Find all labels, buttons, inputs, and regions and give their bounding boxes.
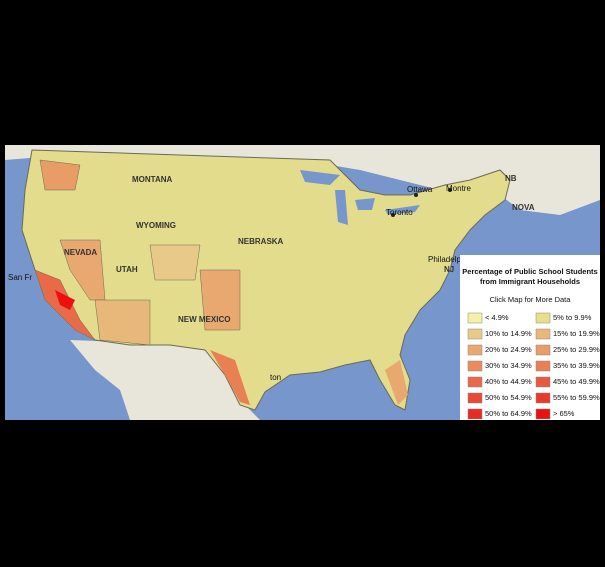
legend-swatch bbox=[535, 312, 551, 324]
legend-label: 25% to 29.9% bbox=[553, 345, 600, 354]
region-florida bbox=[385, 360, 408, 405]
map-label: Ottawa bbox=[407, 185, 433, 194]
legend-label: 15% to 19.9% bbox=[553, 329, 600, 338]
legend-swatch bbox=[535, 328, 551, 340]
map-label: NEBRASKA bbox=[238, 237, 284, 246]
legend-swatch bbox=[535, 392, 551, 404]
map-label: NB bbox=[505, 174, 517, 183]
legend-label: 40% to 44.9% bbox=[485, 377, 532, 386]
legend-swatch bbox=[467, 344, 483, 356]
map-label: NOVA bbox=[512, 203, 535, 212]
legend-swatch bbox=[535, 360, 551, 372]
map-label: Montre bbox=[446, 184, 471, 193]
legend-swatch bbox=[467, 376, 483, 388]
city-dot bbox=[448, 188, 452, 192]
legend-label: 30% to 34.9% bbox=[485, 361, 532, 370]
map-label: San Fr bbox=[8, 273, 32, 282]
region-arizona bbox=[94, 299, 151, 346]
legend-title: from Immigrant Households bbox=[480, 277, 580, 286]
map-label: NJ bbox=[444, 265, 454, 274]
map-label: UTAH bbox=[116, 265, 138, 274]
legend-swatch bbox=[535, 376, 551, 388]
legend-label: 5% to 9.9% bbox=[553, 313, 592, 322]
map-label: NEVADA bbox=[64, 248, 97, 257]
region-washington bbox=[39, 159, 81, 191]
great-lakes bbox=[300, 170, 420, 225]
map-label: Toronto bbox=[386, 208, 413, 217]
map-label: MONTANA bbox=[132, 175, 173, 184]
legend-label: < 4.9% bbox=[485, 313, 509, 322]
canada bbox=[5, 145, 600, 215]
legend-label: 10% to 14.9% bbox=[485, 329, 532, 338]
map-label: NEW MEXICO bbox=[178, 315, 230, 324]
legend-label: 50% to 54.9% bbox=[485, 393, 532, 402]
legend-swatch bbox=[535, 408, 551, 420]
legend-swatch bbox=[467, 392, 483, 404]
legend-label: 55% to 59.9% bbox=[553, 393, 600, 402]
map-label: WYOMING bbox=[136, 221, 176, 230]
region-texas-border bbox=[210, 350, 250, 405]
legend-subtitle[interactable]: Click Map for More Data bbox=[490, 295, 572, 304]
legend-swatch bbox=[535, 344, 551, 356]
legend: Percentage of Public School Students fro… bbox=[460, 255, 600, 420]
legend-swatch bbox=[467, 360, 483, 372]
legend-label: 20% to 24.9% bbox=[485, 345, 532, 354]
legend-box bbox=[460, 255, 600, 420]
legend-swatch bbox=[467, 408, 483, 420]
city-dot bbox=[414, 193, 418, 197]
legend-swatch bbox=[467, 328, 483, 340]
region-colorado bbox=[149, 244, 201, 281]
legend-title: Percentage of Public School Students bbox=[462, 267, 597, 276]
region-la bbox=[55, 290, 75, 310]
legend-label: 50% to 64.9% bbox=[485, 409, 532, 418]
legend-label: > 65% bbox=[553, 409, 575, 418]
region-southwest bbox=[199, 269, 241, 331]
legend-items: < 4.9% 5% to 9.9% 10% to 14.9% 15% to 19.9%… bbox=[467, 312, 600, 420]
legend-label: 45% to 49.9% bbox=[553, 377, 600, 386]
legend-swatch bbox=[467, 312, 483, 324]
map-label: Philadelphia bbox=[428, 255, 472, 264]
legend-label: 35% to 39.9% bbox=[553, 361, 600, 370]
map-label: ton bbox=[270, 373, 281, 382]
city-dot bbox=[391, 213, 395, 217]
